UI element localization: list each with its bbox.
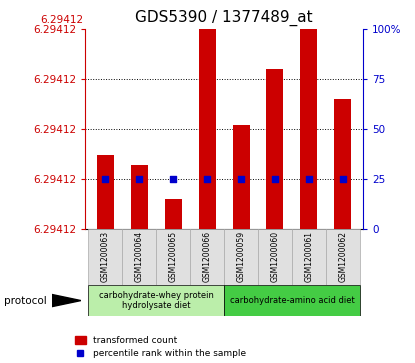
Point: [170, 176, 176, 182]
Text: GSM1200061: GSM1200061: [304, 231, 313, 282]
Bar: [190, 229, 224, 285]
Bar: [97, 155, 114, 229]
Bar: [122, 229, 156, 285]
Text: GSM1200060: GSM1200060: [271, 231, 279, 282]
Bar: [131, 165, 148, 229]
Text: protocol: protocol: [4, 295, 47, 306]
Point: [272, 176, 278, 182]
Bar: [156, 229, 190, 285]
Bar: [232, 125, 249, 229]
Point: [204, 176, 210, 182]
Bar: [266, 69, 283, 229]
Bar: [224, 285, 360, 316]
Legend: transformed count, percentile rank within the sample: transformed count, percentile rank withi…: [75, 336, 246, 359]
Point: [305, 176, 312, 182]
Text: GSM1200059: GSM1200059: [237, 231, 246, 282]
Polygon shape: [52, 294, 81, 307]
Bar: [326, 229, 360, 285]
Text: GSM1200066: GSM1200066: [203, 231, 212, 282]
Text: GSM1200064: GSM1200064: [135, 231, 144, 282]
Text: carbohydrate-amino acid diet: carbohydrate-amino acid diet: [229, 296, 354, 305]
Text: GSM1200065: GSM1200065: [169, 231, 178, 282]
Bar: [300, 29, 317, 229]
Bar: [292, 229, 326, 285]
Bar: [258, 229, 292, 285]
Title: GDS5390 / 1377489_at: GDS5390 / 1377489_at: [135, 10, 313, 26]
Text: GSM1200063: GSM1200063: [101, 231, 110, 282]
Point: [238, 176, 244, 182]
Point: [136, 176, 143, 182]
Point: [339, 176, 346, 182]
Bar: [224, 229, 258, 285]
Bar: [334, 99, 351, 229]
Bar: [88, 229, 122, 285]
Text: GSM1200062: GSM1200062: [338, 231, 347, 282]
Bar: [88, 285, 224, 316]
Point: [102, 176, 109, 182]
Text: 6.29412: 6.29412: [40, 15, 83, 25]
Bar: [165, 199, 182, 229]
Text: carbohydrate-whey protein
hydrolysate diet: carbohydrate-whey protein hydrolysate di…: [99, 291, 214, 310]
Bar: [199, 29, 216, 229]
